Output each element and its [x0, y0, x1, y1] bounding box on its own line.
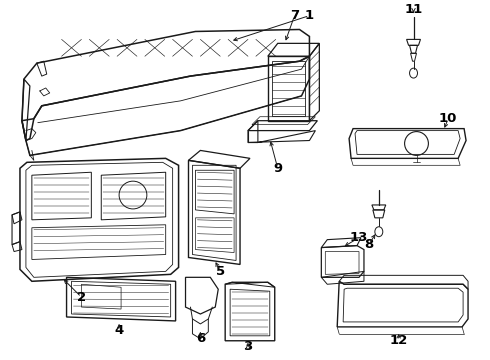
Text: 2: 2	[77, 291, 86, 303]
Text: 10: 10	[439, 112, 457, 125]
Text: 11: 11	[404, 3, 423, 16]
Text: 6: 6	[196, 332, 205, 345]
Text: 1: 1	[305, 9, 314, 22]
Text: 9: 9	[273, 162, 282, 175]
Text: 12: 12	[390, 334, 408, 347]
Text: 13: 13	[350, 231, 368, 244]
Text: 3: 3	[244, 340, 253, 353]
Text: 5: 5	[216, 265, 225, 278]
Text: 4: 4	[115, 324, 123, 337]
Text: 7: 7	[290, 9, 299, 22]
Text: 8: 8	[364, 238, 373, 251]
